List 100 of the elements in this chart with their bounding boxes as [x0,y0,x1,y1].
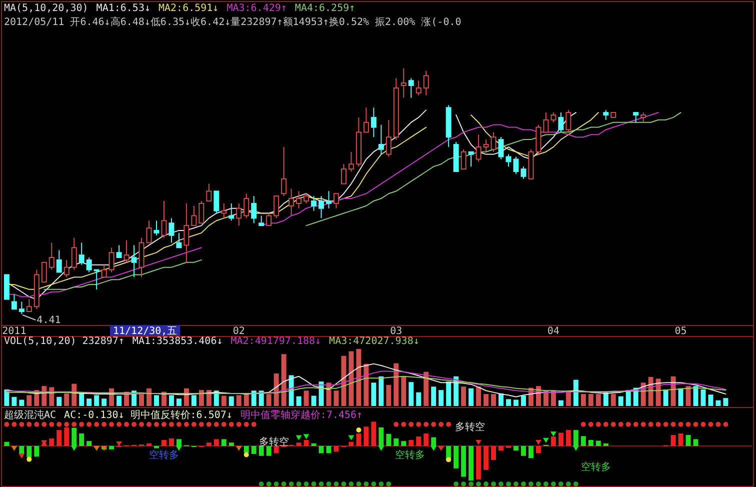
point [378,446,384,451]
bar [326,446,332,454]
bar [176,398,182,406]
bar [154,395,159,406]
candlestick [386,119,392,158]
point [484,482,489,486]
bar [626,390,631,406]
bar [139,394,144,406]
bar [468,388,474,406]
candlestick [101,264,107,278]
point [296,435,302,440]
candlestick [191,205,197,226]
bar [416,436,422,446]
annotation: 空转多 [581,461,611,473]
bar [221,439,226,446]
x-tick-label: 02 [232,326,245,337]
point [491,482,496,486]
candlestick [340,164,346,184]
point [304,482,309,486]
candlestick [543,112,549,133]
bar [244,446,249,453]
text: MA1:353853.406↓ [132,336,223,347]
bar [26,446,32,458]
bar [693,386,698,406]
annotation: 空转多 [149,449,179,461]
text: MA1:6.53↓ [96,3,150,14]
candlestick [206,183,212,202]
bar [491,394,496,406]
candlestick [311,196,317,212]
point [386,482,392,486]
candlestick [244,193,250,219]
annotation: 多转空 [259,436,289,448]
point [26,456,32,462]
bar [371,422,376,446]
point [266,482,272,486]
candlestick [41,262,47,283]
bar [266,446,272,456]
bar [461,446,466,477]
candlestick [498,136,504,160]
bar [341,356,346,406]
bar [334,446,339,452]
bar [424,372,429,406]
point [258,482,264,486]
candlestick [64,259,70,278]
bar [191,395,196,406]
candlestick [78,242,84,266]
bar [274,446,279,454]
candlestick [296,190,302,209]
point [558,482,564,486]
bar [56,396,62,406]
candlestick [124,240,130,263]
point [454,482,459,486]
bar [228,442,234,446]
bar [506,399,511,406]
bar [386,384,392,406]
bar [588,440,594,446]
candlestick [333,193,339,209]
bar [168,395,174,406]
bar [42,386,47,406]
bar [438,390,444,406]
candlestick [48,242,54,270]
candlestick [184,202,190,263]
bar [580,394,586,406]
bar [693,439,698,446]
point [476,440,482,445]
candlestick [348,151,354,172]
point [288,482,294,486]
candlestick [26,298,32,312]
bar [416,392,422,406]
bar [686,386,691,406]
point [438,446,444,451]
candlestick [483,139,489,152]
bar [364,364,369,406]
point [566,482,571,486]
bar [520,446,526,456]
bar [678,433,684,446]
candlestick [460,148,466,170]
bar [49,438,54,446]
bar [116,396,122,406]
bar [288,375,294,406]
point [364,482,369,486]
point [446,457,452,462]
candlestick [251,196,257,224]
bar [550,390,556,406]
bar [528,446,534,458]
bar [476,446,482,480]
bar [408,382,414,406]
bar [686,434,691,446]
point [572,446,579,451]
point [520,482,526,486]
bar [678,388,684,406]
bar [334,390,339,406]
point [348,482,354,486]
bar [484,394,489,406]
bar [64,393,70,406]
candlestick [258,215,264,226]
bar [498,446,504,451]
point [506,482,511,486]
bar [491,446,496,460]
text: 11/12/30,五 [113,326,178,337]
